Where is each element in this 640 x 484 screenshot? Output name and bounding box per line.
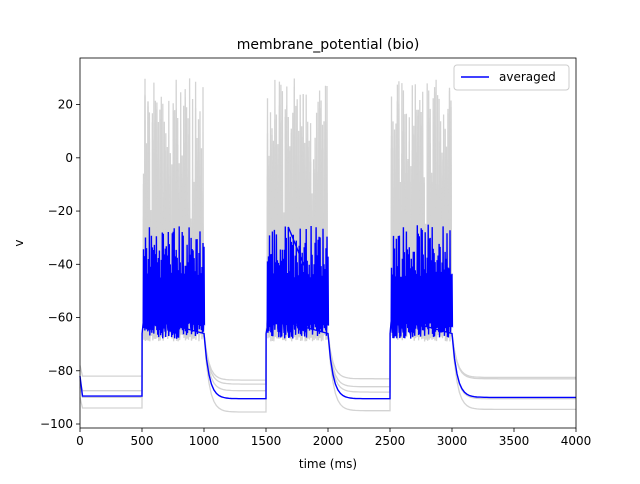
y-tick-label: −20	[48, 204, 73, 218]
x-tick-label: 1500	[251, 434, 282, 448]
x-tick-label: 2000	[313, 434, 344, 448]
x-tick-label: 3000	[437, 434, 468, 448]
legend: averaged	[453, 64, 570, 91]
chart-title: membrane_potential (bio)	[237, 37, 420, 53]
y-axis-label: v	[12, 239, 26, 246]
x-tick-label: 1000	[189, 434, 220, 448]
y-tick-label: 20	[58, 98, 73, 112]
x-tick-label: 0	[76, 434, 84, 448]
y-tick-label: −40	[48, 257, 73, 271]
averaged-group	[79, 224, 576, 400]
y-tick-label: −100	[40, 417, 73, 431]
x-tick-label: 4000	[561, 434, 592, 448]
x-tick-label: 2500	[375, 434, 406, 448]
x-tick-label: 3500	[499, 434, 530, 448]
y-tick-label: −60	[48, 311, 73, 325]
x-tick-label: 500	[131, 434, 154, 448]
series-line-averaged	[79, 224, 576, 400]
y-tick-label: 0	[65, 151, 73, 165]
y-tick-label: −80	[48, 364, 73, 378]
x-axis-label: time (ms)	[299, 457, 357, 471]
legend-box	[453, 64, 570, 91]
legend-label-averaged: averaged	[499, 70, 556, 84]
x-axis-ticks: 0 500 1000 1500 2000 2500 3000 3500 4000	[76, 428, 591, 448]
y-axis-ticks: −100 −80 −60 −40 −20 0 20	[40, 98, 80, 431]
